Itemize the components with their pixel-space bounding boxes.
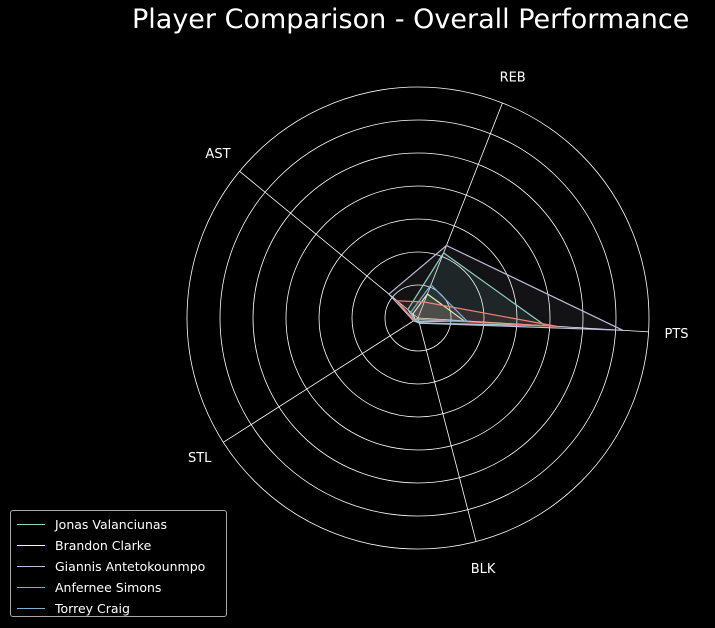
chart-title: Player Comparison - Overall Performance bbox=[132, 4, 690, 35]
axis-label-stl: STL bbox=[188, 451, 212, 466]
legend: Jonas Valanciunas Brandon Clarke Giannis A… bbox=[10, 510, 227, 617]
legend-label: Torrey Craig bbox=[55, 601, 130, 616]
axis-spoke bbox=[417, 317, 477, 542]
legend-swatch bbox=[17, 608, 45, 609]
axis-label-blk: BLK bbox=[471, 562, 496, 577]
legend-label: Brandon Clarke bbox=[55, 538, 152, 553]
legend-item: Jonas Valanciunas bbox=[17, 514, 226, 535]
grid-ring bbox=[285, 185, 551, 451]
legend-item: Anfernee Simons bbox=[17, 577, 226, 598]
legend-label: Anfernee Simons bbox=[55, 580, 162, 595]
radar-series bbox=[388, 244, 624, 331]
series-area-2 bbox=[388, 244, 624, 331]
grid-ring bbox=[318, 218, 518, 418]
axis-label-pts: PTS bbox=[665, 327, 689, 342]
legend-item: Giannis Antetokounmpo bbox=[17, 556, 226, 577]
legend-item: Brandon Clarke bbox=[17, 535, 226, 556]
grid-ring bbox=[252, 152, 584, 484]
grid-ring bbox=[186, 86, 650, 550]
grid-ring bbox=[219, 119, 617, 517]
axis-label-reb: REB bbox=[500, 70, 526, 85]
legend-swatch bbox=[17, 545, 45, 546]
legend-swatch bbox=[17, 566, 45, 567]
grid-ring bbox=[384, 284, 452, 352]
legend-swatch bbox=[17, 524, 45, 525]
legend-label: Giannis Antetokounmpo bbox=[55, 559, 206, 574]
axis-label-ast: AST bbox=[205, 147, 230, 162]
series-area-4 bbox=[410, 284, 468, 322]
legend-label: Jonas Valanciunas bbox=[55, 517, 168, 532]
axis-labels: PTS REB AST STL BLK bbox=[188, 70, 689, 577]
legend-swatch bbox=[17, 587, 45, 588]
legend-item: Torrey Craig bbox=[17, 598, 226, 619]
axis-spoke bbox=[417, 102, 503, 319]
axis-spoke bbox=[239, 170, 419, 319]
grid-ring bbox=[351, 251, 485, 385]
axis-spoke bbox=[223, 317, 419, 443]
